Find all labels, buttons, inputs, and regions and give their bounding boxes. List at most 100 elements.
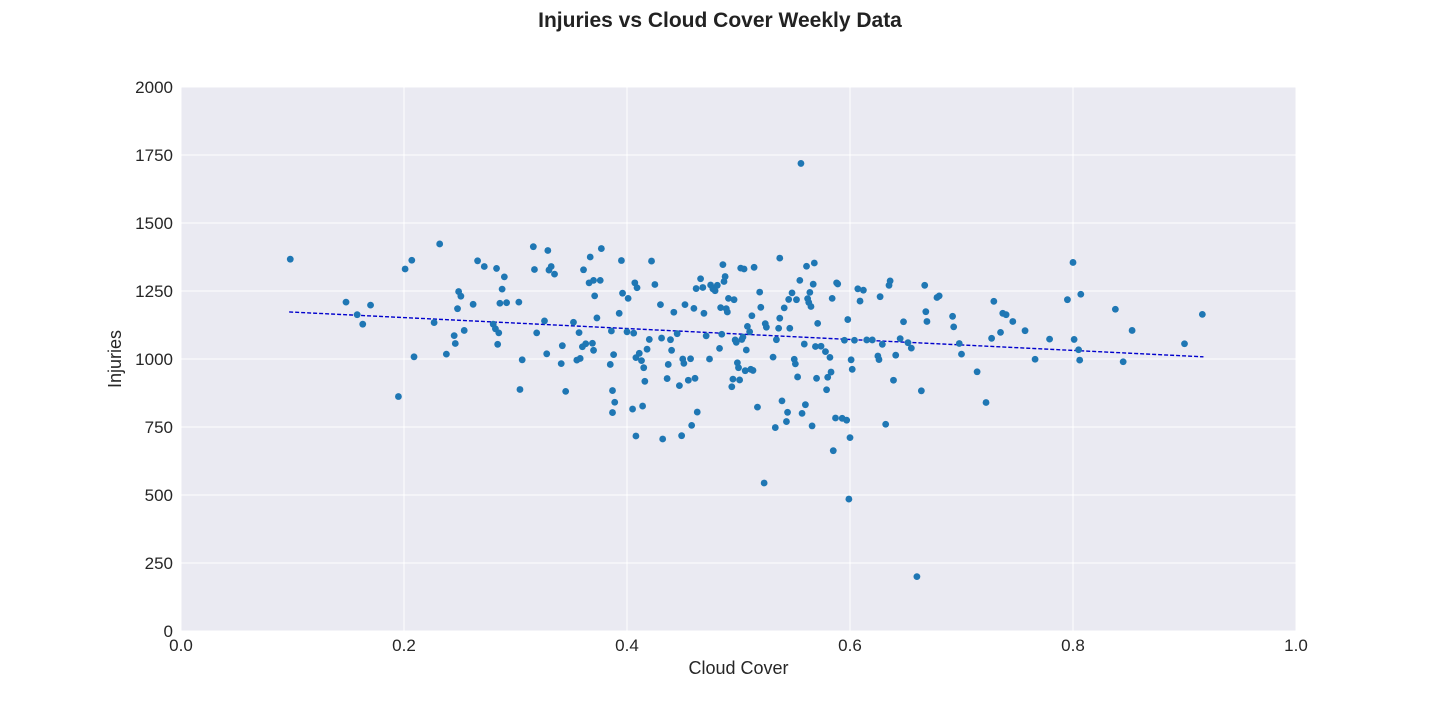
data-point [516, 386, 524, 393]
data-point [950, 323, 958, 331]
data-point [1076, 356, 1084, 364]
data-point [741, 367, 749, 375]
data-point [807, 303, 815, 310]
data-point [469, 300, 477, 308]
data-point [785, 296, 793, 303]
data-point [498, 285, 506, 293]
y-tick-label: 1250 [135, 282, 173, 301]
data-point [430, 319, 438, 326]
data-point [773, 336, 780, 344]
data-point [460, 327, 468, 334]
data-point [955, 340, 963, 347]
data-point [632, 432, 640, 440]
data-point [648, 257, 655, 265]
data-point [580, 266, 587, 274]
data-point [800, 340, 808, 348]
y-tick-label: 2000 [135, 78, 173, 97]
data-point [643, 345, 651, 353]
data-point [700, 309, 708, 317]
data-point [670, 308, 678, 316]
data-point [591, 292, 599, 300]
data-point [1064, 296, 1071, 304]
data-point [814, 319, 822, 327]
data-point [1002, 311, 1010, 319]
data-point [802, 401, 809, 409]
x-tick-label: 0.6 [838, 636, 862, 655]
data-point [896, 335, 904, 342]
data-point [615, 309, 623, 317]
data-point [353, 311, 361, 319]
data-point [744, 322, 751, 330]
data-point [997, 328, 1004, 336]
data-point [606, 361, 614, 368]
data-point [454, 305, 461, 313]
data-point [784, 408, 791, 416]
data-point [395, 393, 402, 400]
data-point [518, 356, 526, 364]
data-point [760, 479, 768, 487]
data-point [776, 254, 784, 262]
data-point [480, 263, 488, 270]
data-point [618, 257, 625, 264]
data-point [736, 376, 744, 384]
data-point [843, 416, 851, 424]
data-point [750, 263, 758, 271]
data-point [531, 266, 538, 273]
data-point [610, 351, 618, 359]
data-point [664, 361, 672, 368]
data-point [697, 275, 704, 283]
data-point [859, 286, 867, 294]
chart-title: Injuries vs Cloud Cover Weekly Data [538, 9, 902, 32]
data-point [663, 375, 671, 382]
data-point [359, 320, 367, 328]
data-point [1119, 358, 1127, 366]
data-point [1128, 327, 1136, 334]
data-point [667, 336, 674, 344]
data-point [769, 353, 777, 361]
data-point [882, 420, 890, 428]
data-point [575, 329, 583, 337]
data-point [917, 387, 925, 395]
trendline-layer [289, 311, 1204, 358]
data-point [551, 270, 558, 278]
data-point [817, 342, 825, 350]
data-point [529, 243, 537, 251]
data-point [1021, 327, 1029, 335]
y-tick-label: 0 [164, 622, 173, 641]
data-point [740, 265, 748, 273]
y-tick-label: 250 [145, 554, 173, 573]
data-point [658, 334, 665, 342]
data-point [832, 414, 839, 422]
data-point [868, 336, 876, 344]
data-point [826, 353, 834, 361]
data-point [844, 316, 852, 323]
data-point [796, 276, 804, 284]
data-point [794, 373, 801, 381]
data-point [776, 314, 784, 322]
data-points [286, 160, 1206, 580]
data-point [645, 336, 653, 343]
data-point [500, 273, 508, 281]
data-point [629, 405, 636, 413]
x-tick-label: 0.0 [169, 636, 193, 655]
data-point [541, 317, 548, 325]
data-point [721, 273, 729, 280]
data-point [410, 353, 418, 361]
x-axis-label: Cloud Cover [688, 658, 788, 678]
data-point [728, 383, 736, 391]
data-point [778, 397, 786, 405]
x-tick-label: 0.4 [615, 636, 639, 655]
data-point [611, 398, 619, 406]
data-point [451, 340, 459, 347]
data-point [717, 304, 725, 311]
data-point [690, 305, 698, 312]
data-point [846, 434, 854, 442]
data-point [713, 281, 721, 289]
data-point [442, 350, 450, 358]
y-tick-label: 500 [145, 486, 173, 505]
data-point [973, 368, 981, 376]
data-point [693, 408, 701, 416]
data-point [935, 292, 943, 300]
data-point [739, 333, 747, 341]
